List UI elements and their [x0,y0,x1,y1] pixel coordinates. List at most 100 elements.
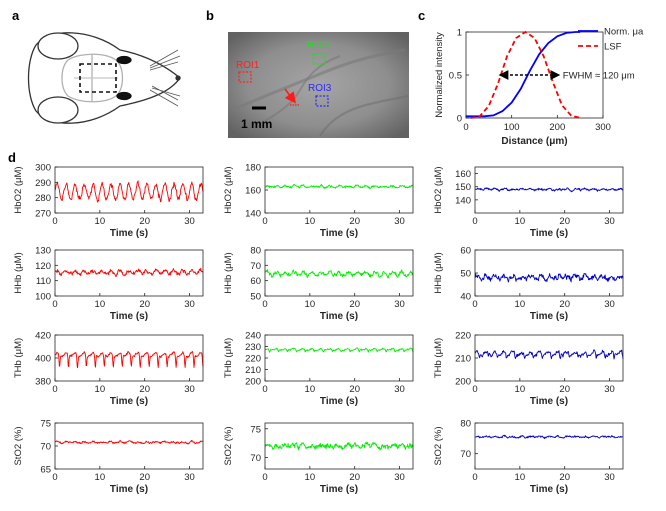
lsf-xtick-label: 0 [463,122,468,133]
x-axis-label: Time (s) [320,484,358,495]
ytick-label: 100 [35,292,51,303]
xtick-label: 10 [515,216,526,227]
axes-box [264,422,414,470]
y-axis-label: HHb (μM) [223,252,234,293]
ytick-label: 160 [245,186,261,197]
timeseries-line [264,441,414,451]
cortex-image: ROI1 ROI2 ROI3 1 mm [228,32,409,138]
mouse-head-illustration [27,32,181,124]
timeseries-subplot-d-r3-c1: 0 10 20 30 380 400 420 Time (s) THb (μM) [13,331,204,407]
ytick-label: 75 [40,419,51,430]
xtick-label: 10 [305,216,316,227]
ytick-label: 270 [35,209,51,220]
xtick-label: 0 [52,216,57,227]
x-axis-label: Time (s) [320,311,358,322]
ytick-label: 130 [35,246,51,257]
ytick-label: 150 [455,182,471,193]
axes-box [264,334,414,382]
lsf-ytick-label: 0.5 [449,71,462,82]
xtick-label: 0 [52,384,57,395]
x-axis-label: Time (s) [110,396,148,407]
xtick-label: 30 [394,384,405,395]
lsf-x-axis-label: Distance (μm) [501,136,567,147]
ytick-label: 75 [250,424,261,435]
xtick-label: 20 [139,216,150,227]
timeseries-subplot-d-r1-c2: 0 10 20 30 140 160 180 Time (s) HbO2 (μM) [223,163,414,239]
y-axis-label: StO2 (%) [223,426,234,465]
ytick-label: 230 [245,342,261,353]
xtick-label: 20 [349,216,360,227]
timeseries-line [264,269,414,279]
axes-box [54,249,204,297]
ytick-label: 120 [35,261,51,272]
xtick-label: 20 [559,384,570,395]
xtick-label: 30 [394,472,405,483]
axes-box [474,166,624,214]
timeseries-subplot-d-r3-c3: 0 10 20 30 200 210 220 Time (s) THb (μM) [433,331,624,407]
axes-box [54,166,204,214]
x-axis-label: Time (s) [110,311,148,322]
scale-bar-label: 1 mm [241,117,272,131]
lsf-xtick-label: 100 [504,122,520,133]
xtick-label: 0 [262,216,267,227]
timeseries-line [264,347,414,353]
ytick-label: 140 [245,209,261,220]
timeseries-subplot-d-r2-c1: 0 10 20 30 100 110 120 130 Time (s) HHb (μM) [13,246,204,322]
xtick-label: 30 [604,384,615,395]
xtick-label: 30 [394,216,405,227]
ytick-label: 40 [460,292,471,303]
ytick-label: 300 [35,163,51,174]
y-axis-label: THb (μM) [13,338,24,378]
ytick-label: 140 [455,195,471,206]
y-axis-label: HbO2 (μM) [433,166,444,213]
xtick-label: 10 [95,299,106,310]
panel-letter-c: c [418,8,425,23]
ytick-label: 220 [455,331,471,342]
panel-letter-a: a [12,8,20,23]
timeseries-subplot-d-r4-c2: 0 10 20 30 70 75 Time (s) StO2 (%) [223,422,414,495]
xtick-label: 20 [349,472,360,483]
ytick-label: 210 [455,354,471,365]
red-arrow [284,88,296,104]
axes-box [474,422,624,470]
timeseries-line [54,439,204,445]
xtick-label: 30 [184,216,195,227]
xtick-label: 20 [559,299,570,310]
lsf-series-1 [470,30,581,119]
ytick-label: 50 [460,269,471,280]
x-axis-label: Time (s) [530,484,568,495]
lsf-xtick-label: 200 [549,122,565,133]
ytick-label: 60 [250,276,261,287]
x-axis-label: Time (s) [320,396,358,407]
roi1-label: ROI1 [236,60,260,71]
roi1-box [238,71,252,83]
xtick-label: 0 [52,472,57,483]
roi2-label: ROI2 [307,40,331,51]
y-axis-label: HHb (μM) [433,252,444,293]
xtick-label: 0 [472,384,477,395]
y-axis-label: HbO2 (μM) [223,166,234,213]
x-axis-label: Time (s) [110,228,148,239]
xtick-label: 30 [604,472,615,483]
xtick-label: 10 [305,384,316,395]
x-axis-label: Time (s) [530,228,568,239]
ytick-label: 400 [35,354,51,365]
ytick-label: 200 [245,377,261,388]
ytick-label: 70 [250,453,261,464]
ytick-label: 65 [40,465,51,476]
ytick-label: 380 [35,377,51,388]
axes-box [474,249,624,297]
timeseries-line [54,267,204,278]
xtick-label: 30 [184,384,195,395]
lsf-chart: 0 100 200 300 0 0.5 1 Distance (μm) Normalized i… [434,27,644,148]
xtick-label: 0 [262,472,267,483]
xtick-label: 20 [139,299,150,310]
ytick-label: 280 [35,193,51,204]
ytick-label: 110 [36,276,51,287]
lsf-ytick-label: 1 [457,28,462,39]
x-axis-label: Time (s) [320,228,358,239]
ytick-label: 70 [250,261,261,272]
timeseries-line [265,183,414,190]
timeseries-subplot-d-r1-c1: 0 10 20 30 270 280 290 300 Time (s) HbO2 (μM) [13,163,204,239]
